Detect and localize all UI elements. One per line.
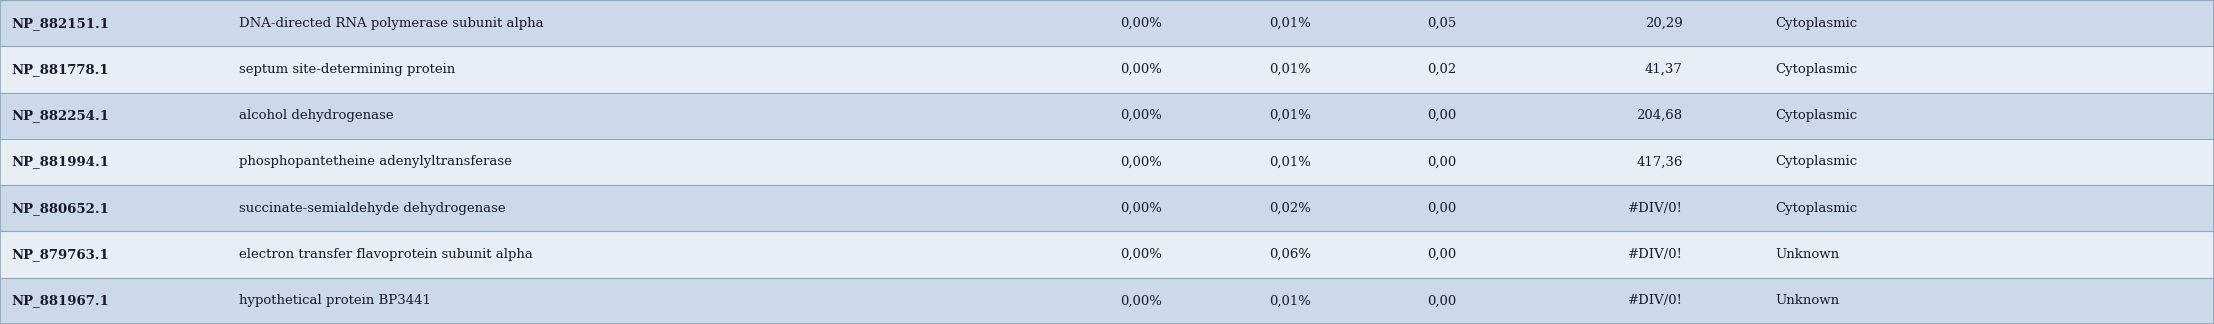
Text: #DIV/0!: #DIV/0!: [1627, 202, 1683, 215]
Text: Unknown: Unknown: [1776, 248, 1840, 261]
Text: NP_879763.1: NP_879763.1: [11, 248, 108, 261]
Text: 0,05: 0,05: [1428, 17, 1457, 29]
Text: 0,00%: 0,00%: [1120, 248, 1162, 261]
Text: 0,00%: 0,00%: [1120, 109, 1162, 122]
Text: electron transfer flavoprotein subunit alpha: electron transfer flavoprotein subunit a…: [239, 248, 534, 261]
Text: Unknown: Unknown: [1776, 295, 1840, 307]
Text: Cytoplasmic: Cytoplasmic: [1776, 63, 1858, 76]
Text: 0,01%: 0,01%: [1269, 156, 1311, 168]
Text: 0,00%: 0,00%: [1120, 156, 1162, 168]
Text: 0,01%: 0,01%: [1269, 295, 1311, 307]
Text: 0,00: 0,00: [1428, 109, 1457, 122]
Text: 0,00: 0,00: [1428, 248, 1457, 261]
Text: 0,00%: 0,00%: [1120, 202, 1162, 215]
Text: succinate-semialdehyde dehydrogenase: succinate-semialdehyde dehydrogenase: [239, 202, 505, 215]
Text: NP_881967.1: NP_881967.1: [11, 295, 108, 307]
Text: #DIV/0!: #DIV/0!: [1627, 248, 1683, 261]
Text: 0,02: 0,02: [1428, 63, 1457, 76]
Text: Cytoplasmic: Cytoplasmic: [1776, 109, 1858, 122]
Text: phosphopantetheine adenylyltransferase: phosphopantetheine adenylyltransferase: [239, 156, 511, 168]
Bar: [0, 278, 2214, 324]
Text: 0,02%: 0,02%: [1269, 202, 1311, 215]
Bar: [0, 231, 2214, 278]
Text: 204,68: 204,68: [1636, 109, 1683, 122]
Text: 20,29: 20,29: [1645, 17, 1683, 29]
Text: NP_882254.1: NP_882254.1: [11, 109, 108, 122]
Text: DNA-directed RNA polymerase subunit alpha: DNA-directed RNA polymerase subunit alph…: [239, 17, 545, 29]
Text: septum site-determining protein: septum site-determining protein: [239, 63, 456, 76]
Text: Cytoplasmic: Cytoplasmic: [1776, 17, 1858, 29]
Text: 0,01%: 0,01%: [1269, 17, 1311, 29]
Bar: [0, 93, 2214, 139]
Text: #DIV/0!: #DIV/0!: [1627, 295, 1683, 307]
Bar: [0, 139, 2214, 185]
Text: 0,00: 0,00: [1428, 295, 1457, 307]
Text: 0,00%: 0,00%: [1120, 63, 1162, 76]
Text: NP_881778.1: NP_881778.1: [11, 63, 108, 76]
Text: 0,01%: 0,01%: [1269, 109, 1311, 122]
Text: 41,37: 41,37: [1645, 63, 1683, 76]
Text: Cytoplasmic: Cytoplasmic: [1776, 156, 1858, 168]
Bar: [0, 46, 2214, 93]
Text: NP_880652.1: NP_880652.1: [11, 202, 108, 215]
Text: hypothetical protein BP3441: hypothetical protein BP3441: [239, 295, 432, 307]
Text: 0,00%: 0,00%: [1120, 17, 1162, 29]
Text: NP_882151.1: NP_882151.1: [11, 17, 108, 29]
Text: Cytoplasmic: Cytoplasmic: [1776, 202, 1858, 215]
Text: alcohol dehydrogenase: alcohol dehydrogenase: [239, 109, 394, 122]
Text: 0,01%: 0,01%: [1269, 63, 1311, 76]
Bar: [0, 185, 2214, 231]
Text: 0,00%: 0,00%: [1120, 295, 1162, 307]
Text: 417,36: 417,36: [1636, 156, 1683, 168]
Text: NP_881994.1: NP_881994.1: [11, 156, 108, 168]
Bar: [0, 0, 2214, 46]
Text: 0,00: 0,00: [1428, 156, 1457, 168]
Text: 0,06%: 0,06%: [1269, 248, 1311, 261]
Text: 0,00: 0,00: [1428, 202, 1457, 215]
